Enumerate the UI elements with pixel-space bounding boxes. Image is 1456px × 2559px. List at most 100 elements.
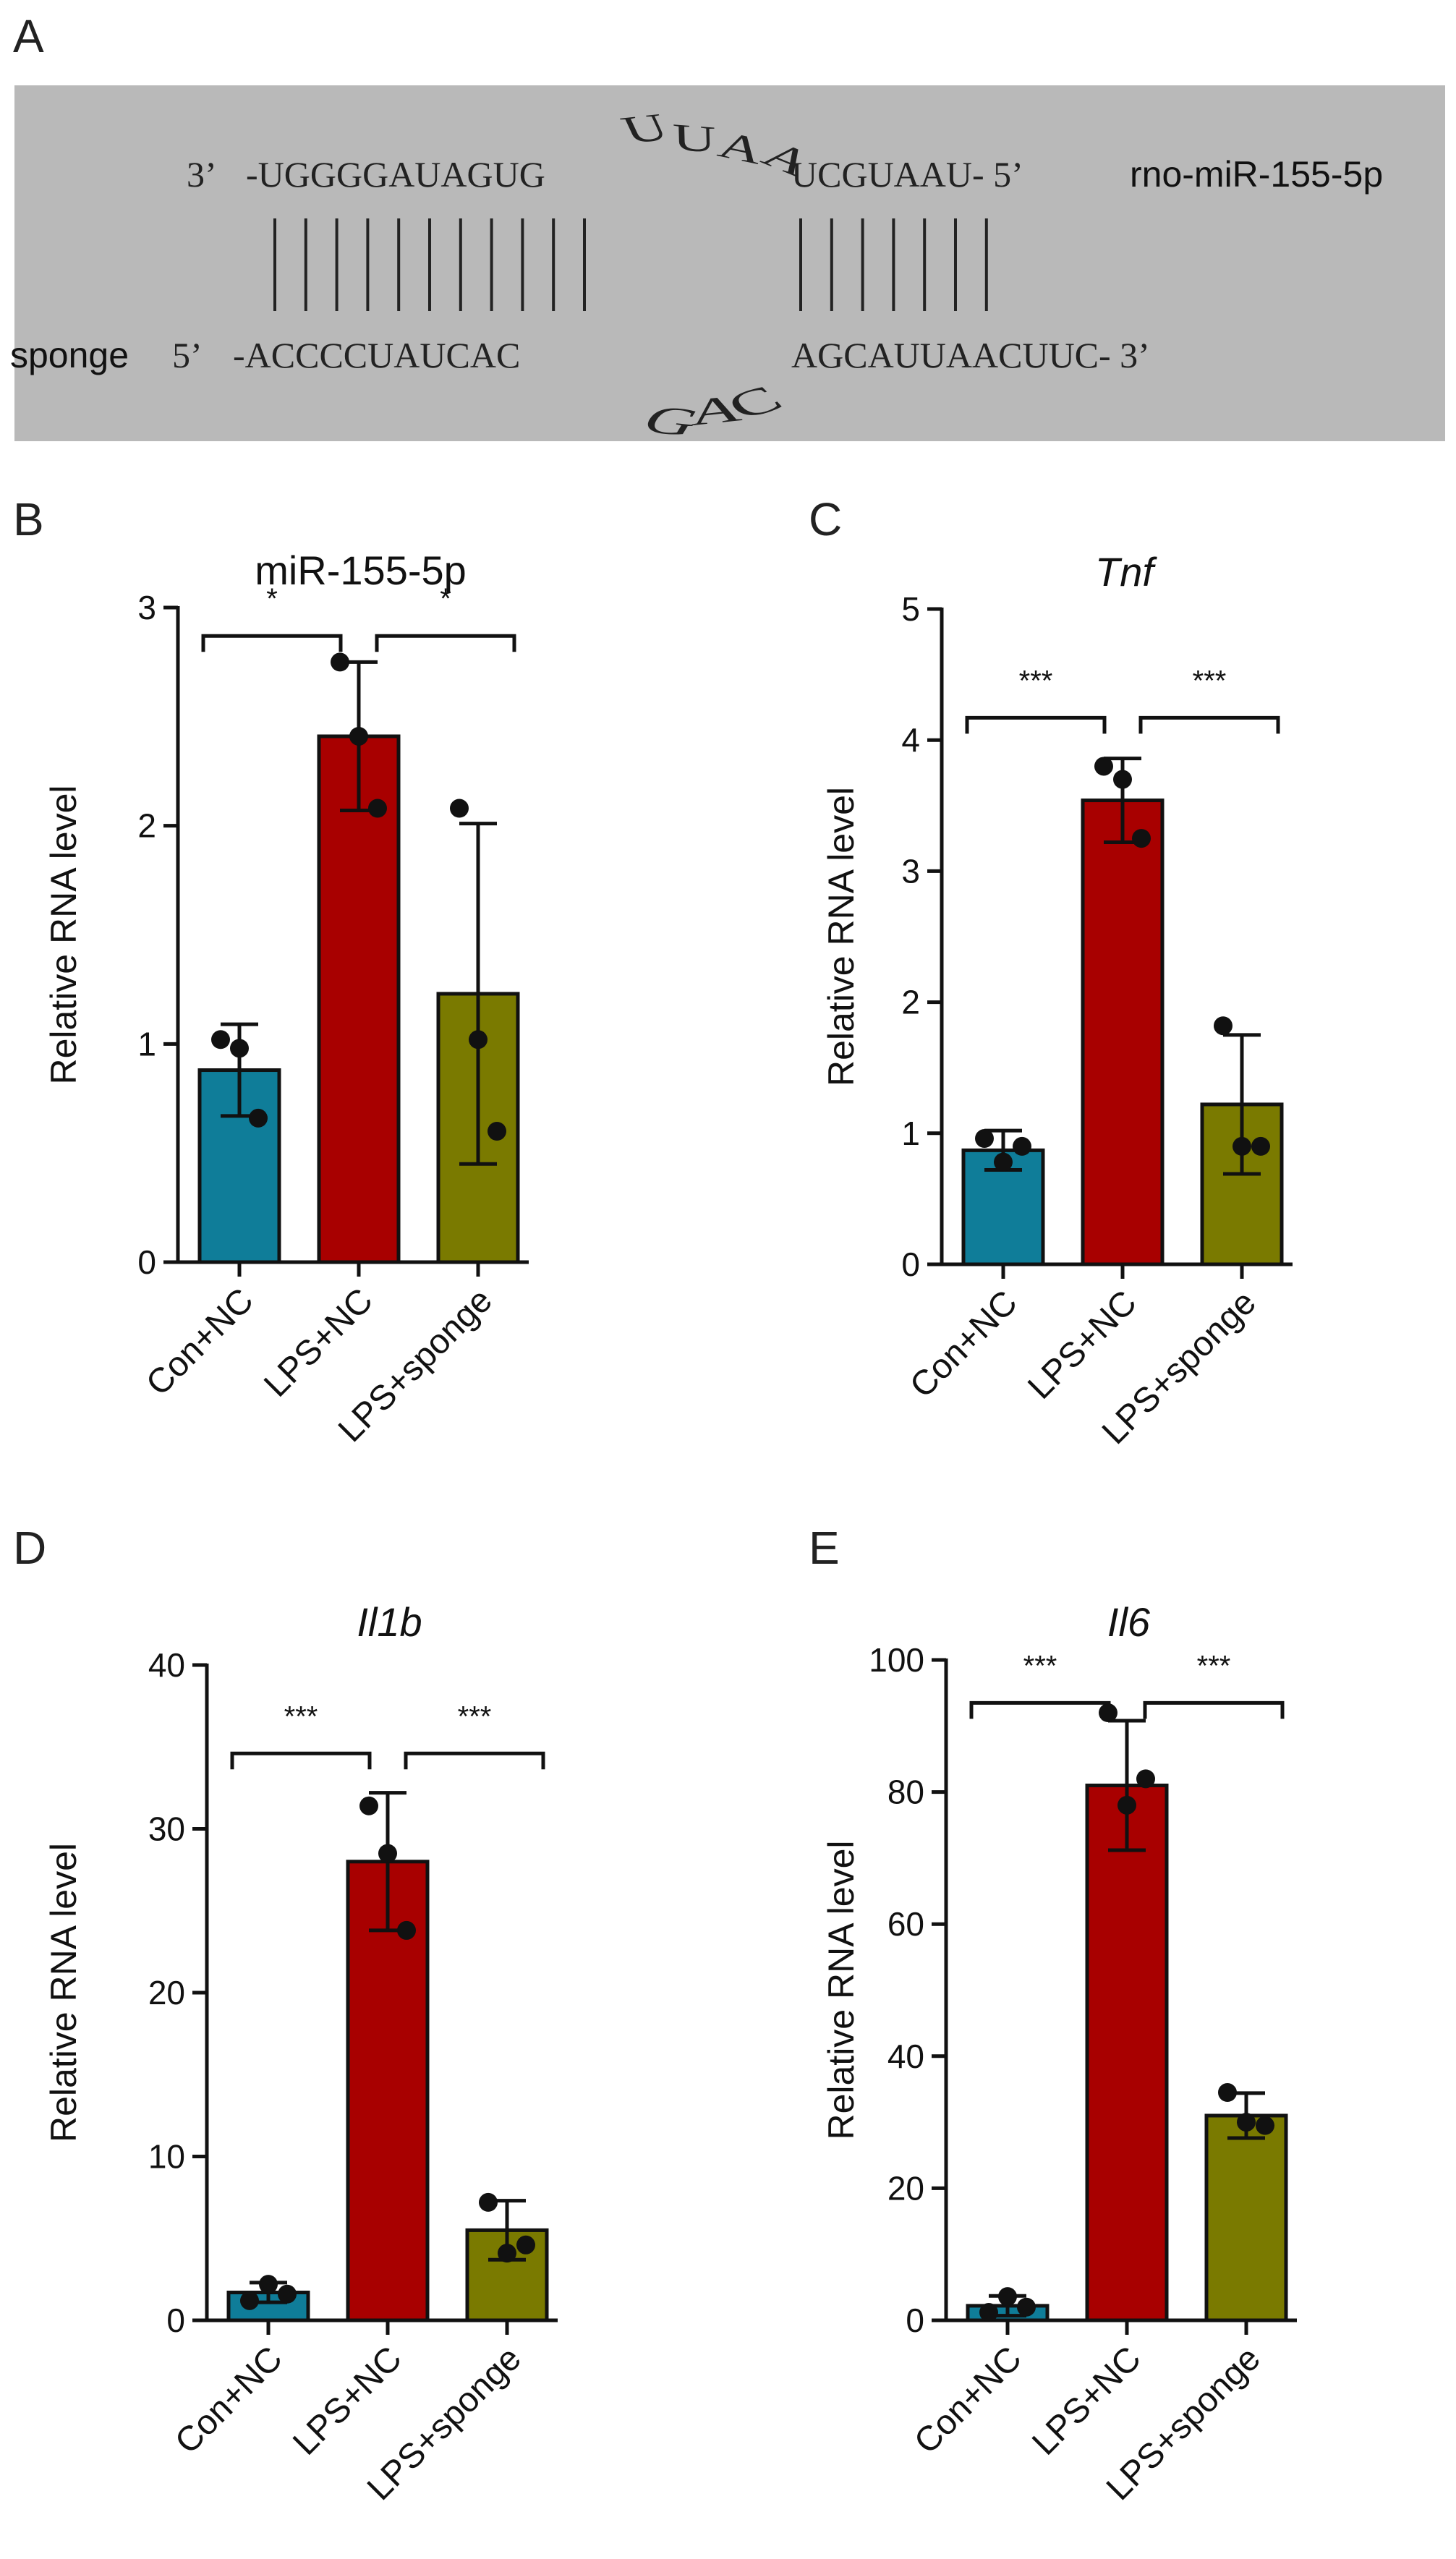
data-point xyxy=(397,1920,416,1940)
significance-label: *** xyxy=(1197,1650,1231,1682)
data-point xyxy=(1136,1769,1155,1789)
significance-bracket xyxy=(230,1751,372,1770)
y-tick-label: 5 xyxy=(901,590,920,628)
x-tick-label: Con+NC xyxy=(168,2339,290,2461)
x-tick-label: LPS+NC xyxy=(257,1281,380,1404)
y-axis-label: Relative RNA level xyxy=(821,1840,861,2139)
panel-letter-a: A xyxy=(13,10,44,62)
data-point xyxy=(1251,1136,1270,1156)
data-point xyxy=(211,1030,230,1049)
data-point xyxy=(479,2192,498,2212)
data-point xyxy=(975,1129,994,1149)
y-tick-label: 3 xyxy=(137,589,156,626)
data-point xyxy=(1233,1136,1251,1156)
data-point xyxy=(488,1122,506,1141)
chart-il6: Il6 Relative RNA level 0 20 40 60 80 100 Con+NCL… xyxy=(821,1599,1297,2508)
bar xyxy=(317,734,401,1264)
data-point xyxy=(1013,1136,1031,1156)
panel-letter-b: B xyxy=(13,493,44,545)
right-base-pairs xyxy=(799,218,988,311)
y-tick-label: 4 xyxy=(901,721,920,759)
x-tick-label: LPS+NC xyxy=(286,2339,409,2462)
significance-bracket xyxy=(201,634,343,652)
data-point xyxy=(998,2287,1017,2307)
data-point xyxy=(1218,2083,1237,2103)
y-tick-label: 1 xyxy=(901,1115,920,1152)
chart-title: Tnf xyxy=(1095,549,1157,595)
chart-title: Il6 xyxy=(1107,1599,1151,1645)
significance-bracket xyxy=(1143,1700,1285,1719)
significance-label: *** xyxy=(1019,665,1053,697)
chart-mir-155-5p: miR-155-5p Relative RNA level 0 1 2 3 Con+NCLP… xyxy=(43,548,529,1449)
significance-bracket xyxy=(404,1751,545,1770)
significance-label: * xyxy=(266,583,278,615)
y-tick-label: 0 xyxy=(137,1243,156,1281)
y-tick-label: 40 xyxy=(148,1646,185,1684)
data-point xyxy=(1117,1795,1136,1815)
sponge-name: sponge xyxy=(10,335,129,375)
data-point xyxy=(1094,757,1113,776)
y-tick-label: 0 xyxy=(906,2302,924,2339)
x-tick-label: Con+NC xyxy=(907,2339,1029,2461)
sponge-left-sequence: -ACCCCUAUCAC xyxy=(233,335,520,375)
data-point xyxy=(230,1039,249,1058)
left-base-pairs xyxy=(273,218,586,311)
sequence-box xyxy=(14,85,1445,441)
data-point xyxy=(359,1796,378,1815)
data-point xyxy=(1113,770,1132,789)
y-axis-label: Relative RNA level xyxy=(43,1843,84,2142)
x-tick-label: Con+NC xyxy=(903,1283,1025,1405)
mir-right-sequence: UCGUAAU- 5’ xyxy=(791,154,1023,195)
bar xyxy=(1204,2113,1288,2322)
significance-label: *** xyxy=(1193,665,1227,697)
x-tick-label: LPS+NC xyxy=(1021,1283,1144,1406)
y-tick-label: 80 xyxy=(887,1774,924,1811)
y-tick-label: 10 xyxy=(148,2138,185,2176)
panel-a: A 3’ -UGGGGAUAGUG UUAA UCGUAAU- 5’ rno-m… xyxy=(10,10,1445,459)
significance-label: *** xyxy=(458,1700,492,1732)
bar xyxy=(346,1860,430,2322)
chart-il1b: Il1b Relative RNA level 0 10 20 30 40 Con+NCLPS… xyxy=(43,1599,558,2508)
y-tick-label: 1 xyxy=(137,1025,156,1063)
data-point xyxy=(1237,2113,1256,2132)
mir-name: rno-miR-155-5p xyxy=(1130,154,1383,195)
y-tick-label: 20 xyxy=(148,1974,185,2011)
y-tick-label: 30 xyxy=(148,1810,185,1848)
sponge-prefix: 5’ xyxy=(172,335,203,375)
significance-bracket xyxy=(969,1700,1111,1719)
panel-letter-d: D xyxy=(13,1522,46,1574)
data-point xyxy=(378,1844,397,1863)
sponge-right-sequence: AGCAUUAACUUC- 3’ xyxy=(791,335,1150,375)
panel-letter-c: C xyxy=(809,493,842,545)
y-tick-label: 0 xyxy=(901,1246,920,1283)
significance-bracket xyxy=(965,715,1107,734)
significance-label: *** xyxy=(284,1700,318,1732)
y-tick-label: 100 xyxy=(869,1641,924,1679)
bar xyxy=(1081,799,1165,1266)
y-tick-label: 2 xyxy=(137,807,156,845)
data-point xyxy=(979,2303,998,2322)
y-tick-label: 40 xyxy=(887,2038,924,2075)
mir-prefix: 3’ xyxy=(187,154,217,195)
x-tick-label: Con+NC xyxy=(139,1281,261,1403)
y-axis-label: Relative RNA level xyxy=(821,787,861,1086)
significance-bracket xyxy=(1138,715,1280,734)
mir-left-sequence: -UGGGGAUAGUG xyxy=(246,154,545,195)
data-point xyxy=(249,1108,268,1128)
chart-title: miR-155-5p xyxy=(255,548,467,593)
y-tick-label: 2 xyxy=(901,984,920,1021)
bar xyxy=(1085,1783,1169,2322)
data-point xyxy=(1256,2116,1274,2135)
significance-bracket xyxy=(375,634,516,652)
data-point xyxy=(498,2244,516,2263)
data-point xyxy=(1214,1016,1233,1036)
data-point xyxy=(994,1152,1013,1172)
significance-label: *** xyxy=(1023,1650,1057,1682)
data-point xyxy=(1017,2297,1036,2317)
data-point xyxy=(1132,829,1151,848)
y-axis-label: Relative RNA level xyxy=(43,785,84,1084)
data-point xyxy=(469,1030,488,1049)
x-tick-label: LPS+NC xyxy=(1025,2339,1148,2462)
chart-title: Il1b xyxy=(357,1599,422,1645)
